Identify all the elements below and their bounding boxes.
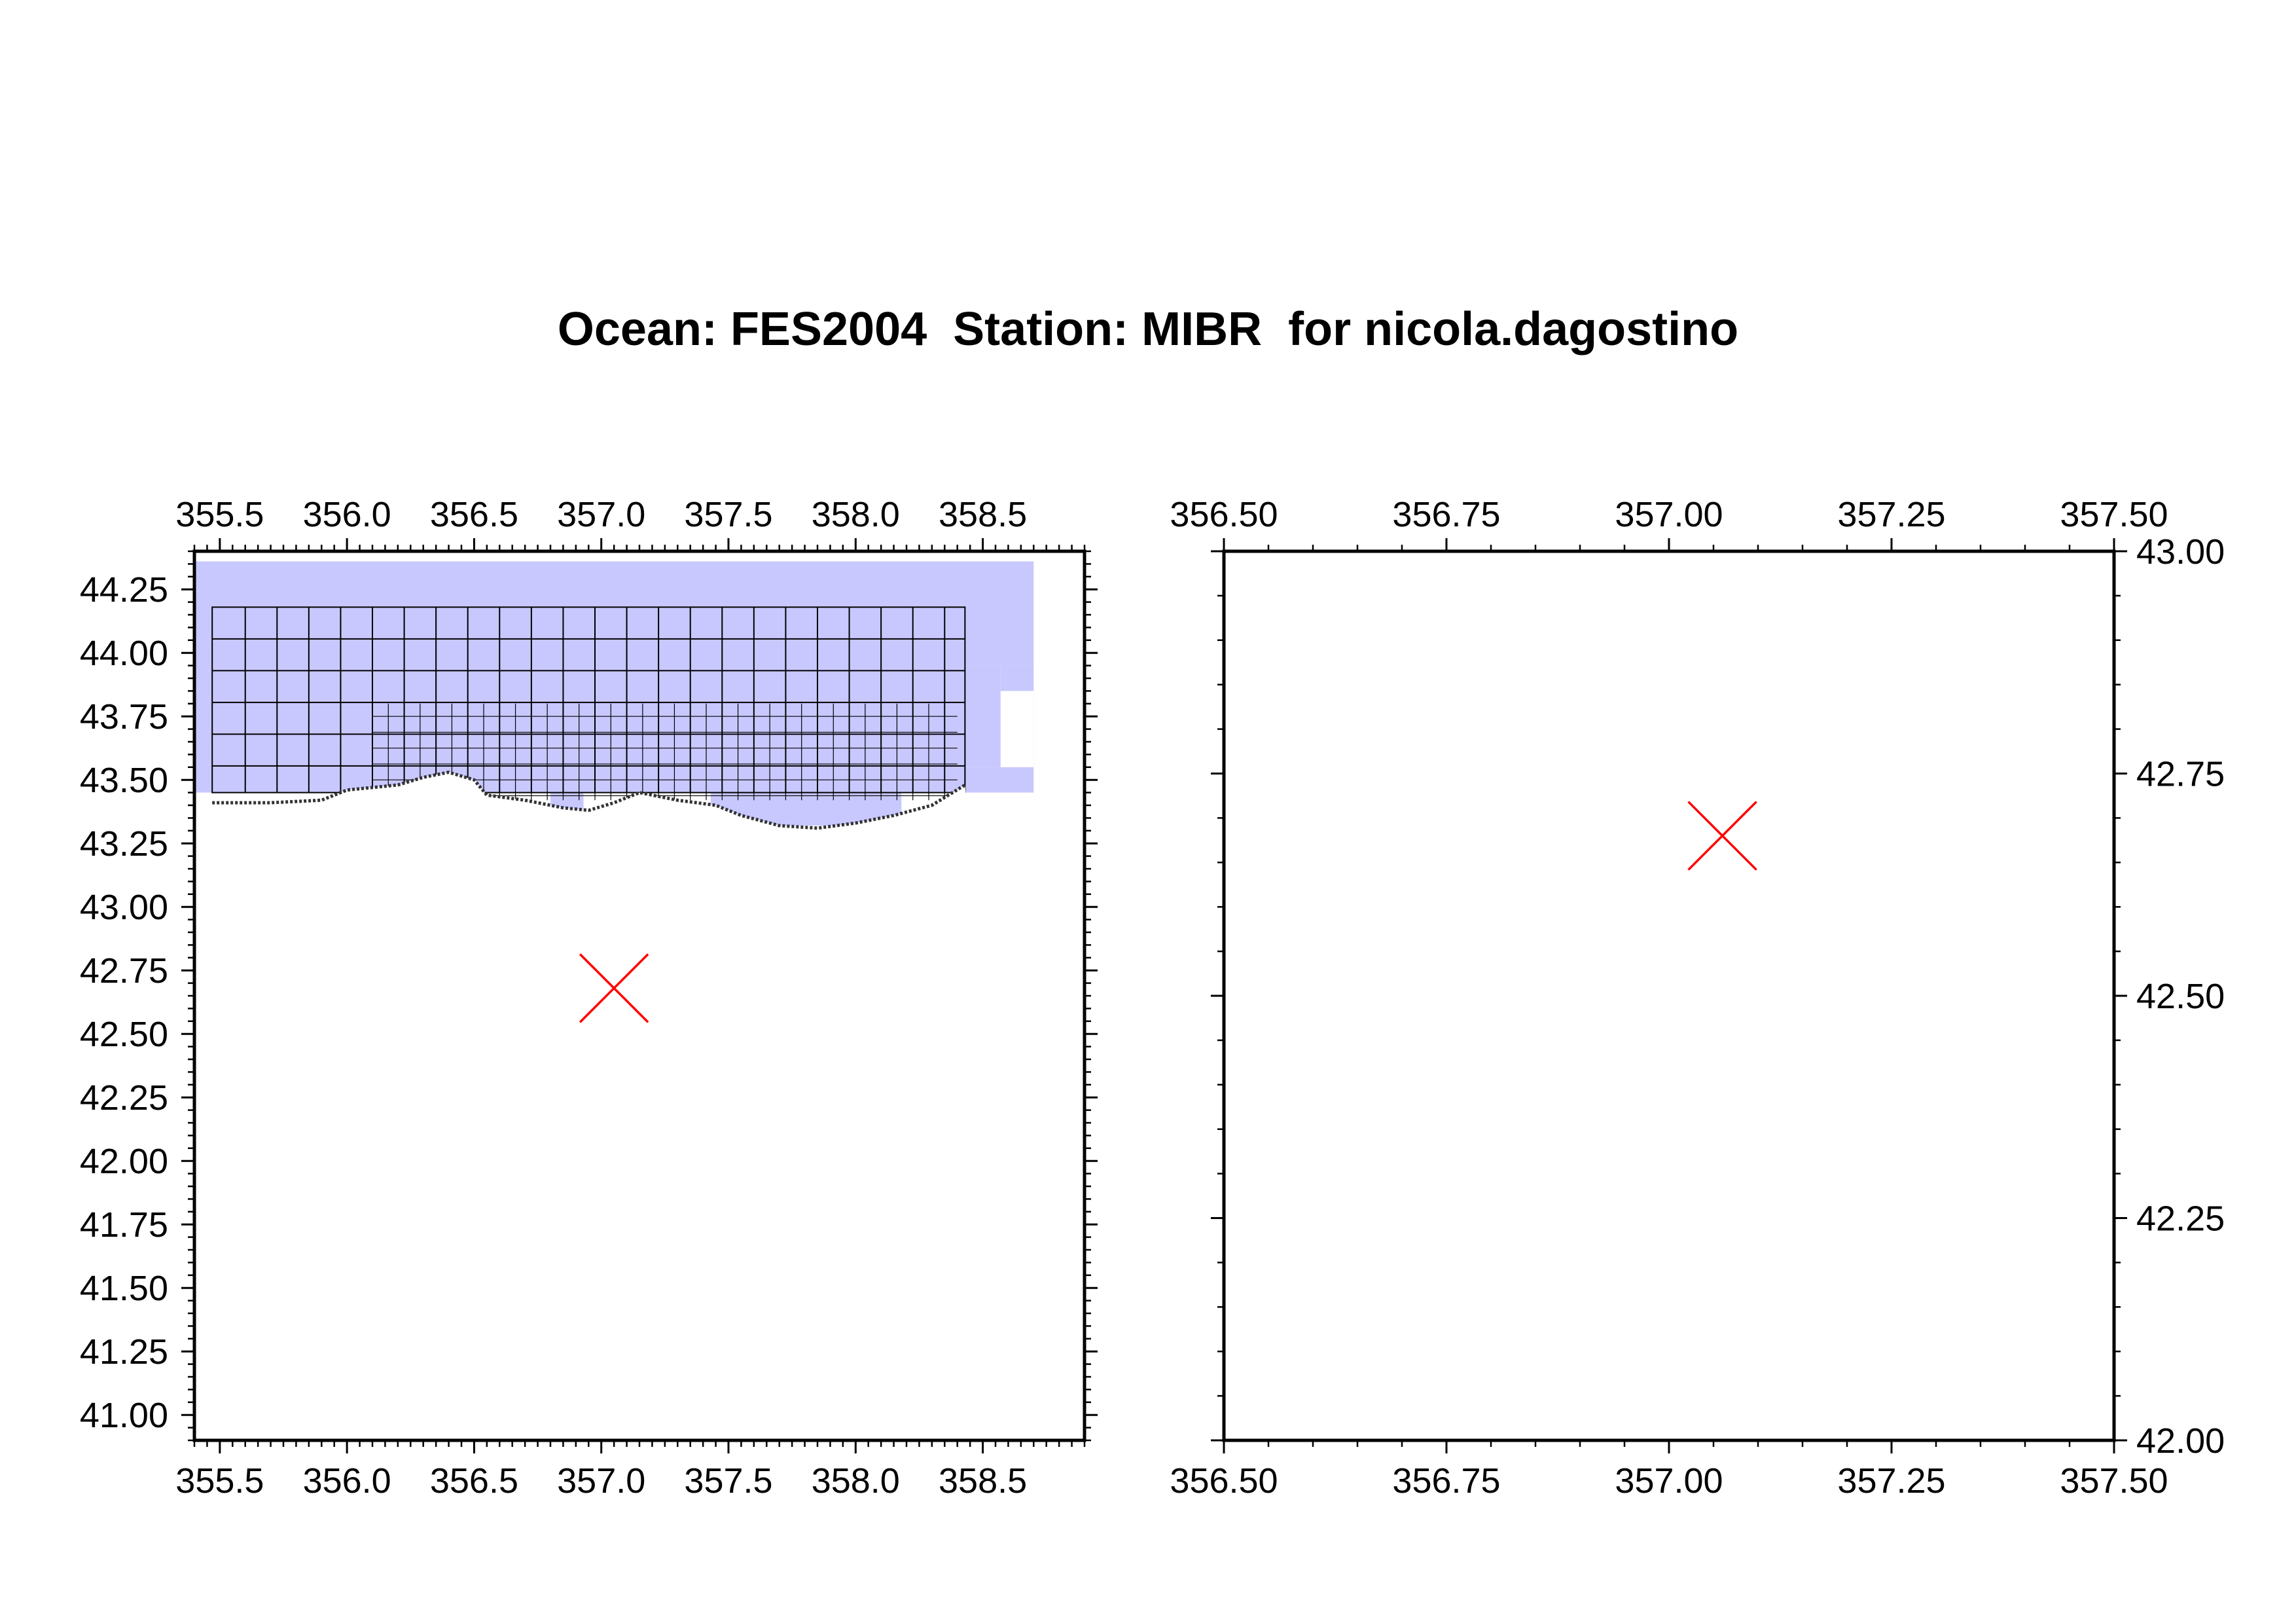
ocean-area <box>1000 665 1034 691</box>
x-tick-label-top: 356.50 <box>1170 495 1278 534</box>
x-tick-label-bottom: 355.5 <box>175 1461 264 1501</box>
x-tick-label-top: 356.5 <box>430 495 518 534</box>
y-tick-label-left: 42.50 <box>80 1015 168 1054</box>
x-tick-label-bottom: 357.00 <box>1615 1461 1723 1501</box>
x-tick-label-top: 358.0 <box>812 495 900 534</box>
y-tick-label-left: 43.00 <box>80 888 168 927</box>
ocean-area <box>965 665 1001 767</box>
y-tick-label-right: 43.00 <box>2136 532 2225 572</box>
map-frame <box>1222 549 2116 1442</box>
x-tick-label-top: 358.5 <box>939 495 1027 534</box>
land-mask <box>194 772 971 856</box>
y-tick-label-left: 42.00 <box>80 1142 168 1181</box>
y-tick-label-left: 43.25 <box>80 824 168 864</box>
station-marker-stroke <box>1687 801 1757 871</box>
y-tick-label-left: 41.00 <box>80 1396 168 1435</box>
y-tick-label-left: 44.25 <box>80 570 168 610</box>
grid-outline <box>211 606 966 793</box>
x-tick-label-bottom: 357.5 <box>684 1461 772 1501</box>
x-tick-label-top: 357.5 <box>684 495 772 534</box>
x-tick-label-top: 355.5 <box>175 495 264 534</box>
coastline <box>212 770 966 830</box>
y-tick-label-left: 41.25 <box>80 1332 168 1372</box>
tick-labels: 355.5 355.5 356.0 356.0 356.5 356.5 357.0 357.0… <box>80 495 1027 1501</box>
y-tick-label-left: 41.75 <box>80 1205 168 1245</box>
y-tick-label-left: 42.75 <box>80 951 168 991</box>
tick-labels: 356.50 356.50 356.75 356.75 357.00 357.00 357.… <box>1170 495 2225 1501</box>
minor-ticks <box>188 545 1091 1447</box>
x-tick-label-bottom: 356.0 <box>303 1461 391 1501</box>
y-tick-label-right: 42.75 <box>2136 755 2225 794</box>
station-marker <box>579 953 649 1023</box>
x-tick-label-top: 357.25 <box>1837 495 1945 534</box>
map-panel-zoom: 356.50 356.50 356.75 356.75 357.00 357.00 357.… <box>1170 495 2225 1501</box>
y-tick-label-left: 41.50 <box>80 1269 168 1308</box>
x-tick-label-bottom: 357.25 <box>1837 1461 1945 1501</box>
x-tick-label-top: 357.50 <box>2060 495 2168 534</box>
x-tick-label-top: 356.75 <box>1392 495 1500 534</box>
y-tick-label-left: 43.75 <box>80 697 168 737</box>
major-ticks <box>1211 538 2127 1453</box>
page-title: Ocean: FES2004 Station: MIBR for nicola.… <box>557 303 1739 356</box>
model-grid-lines <box>211 606 966 793</box>
y-tick-label-left: 43.50 <box>80 761 168 800</box>
x-tick-label-top: 357.0 <box>557 495 645 534</box>
x-tick-label-bottom: 357.0 <box>557 1461 645 1501</box>
ocean-area <box>194 561 1034 793</box>
y-tick-label-right: 42.00 <box>2136 1421 2225 1461</box>
minor-ticks <box>1217 545 2121 1447</box>
station-marker <box>1687 801 1757 871</box>
x-tick-label-bottom: 356.50 <box>1170 1461 1278 1501</box>
ocean-grid-coverage <box>194 561 1034 831</box>
station-marker-stroke <box>579 953 649 1023</box>
major-ticks <box>181 538 1098 1453</box>
x-tick-label-top: 357.00 <box>1615 495 1723 534</box>
x-tick-label-bottom: 358.0 <box>812 1461 900 1501</box>
map-panel-overview: 355.5 355.5 356.0 356.0 356.5 356.5 357.0 357.0… <box>80 495 1098 1501</box>
x-tick-label-bottom: 356.5 <box>430 1461 518 1501</box>
x-tick-label-bottom: 357.50 <box>2060 1461 2168 1501</box>
x-tick-label-bottom: 358.5 <box>939 1461 1027 1501</box>
x-tick-label-bottom: 356.75 <box>1392 1461 1500 1501</box>
x-tick-label-top: 356.0 <box>303 495 391 534</box>
y-tick-label-right: 42.25 <box>2136 1199 2225 1239</box>
y-tick-label-right: 42.50 <box>2136 977 2225 1016</box>
y-tick-label-left: 42.25 <box>80 1078 168 1118</box>
y-tick-label-left: 44.00 <box>80 634 168 673</box>
